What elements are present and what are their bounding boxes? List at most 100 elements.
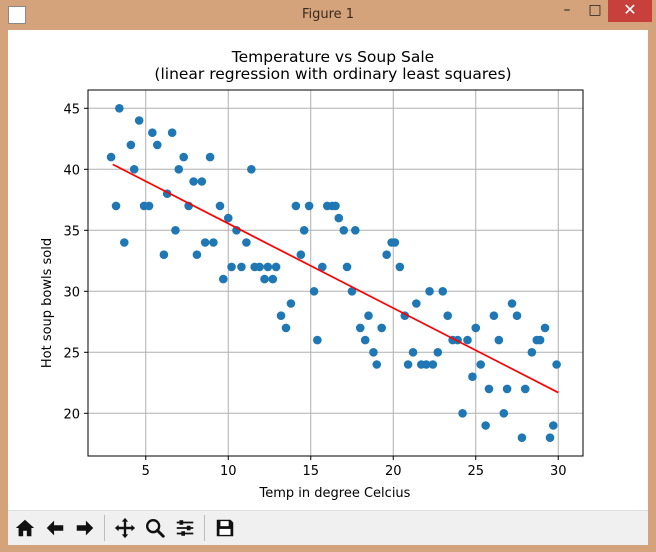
- data-point: [291, 201, 301, 211]
- x-tick-label: 25: [467, 464, 484, 479]
- x-tick-label: 5: [142, 464, 150, 479]
- data-point: [309, 287, 319, 296]
- x-tick-label: 10: [220, 464, 237, 479]
- chart: Temperature vs Soup Sale (linear regress…: [40, 48, 584, 501]
- x-tick-label: 30: [550, 464, 567, 479]
- data-point: [369, 348, 378, 357]
- data-point: [360, 335, 370, 345]
- data-point: [403, 360, 413, 369]
- data-point: [276, 311, 286, 321]
- subplots-icon: [176, 520, 194, 536]
- data-point: [189, 177, 198, 186]
- data-point: [281, 323, 291, 333]
- data-point: [197, 177, 207, 186]
- data-point: [347, 287, 357, 296]
- data-point: [408, 348, 418, 357]
- back-arrow-icon: [46, 520, 64, 536]
- figure-canvas: Temperature vs Soup Sale (linear regress…: [8, 30, 648, 545]
- data-point: [304, 201, 314, 211]
- data-point: [148, 128, 157, 137]
- data-point: [271, 262, 281, 272]
- save-button[interactable]: [211, 514, 239, 542]
- data-point: [507, 299, 517, 308]
- axis-ticks: 5 10 15 20 25 30 20 25 30 35 40 45: [63, 102, 566, 479]
- data-point: [412, 299, 421, 308]
- x-tick-label: 15: [302, 464, 319, 479]
- data-point: [209, 238, 218, 247]
- data-point: [463, 335, 472, 345]
- data-point: [318, 262, 327, 272]
- axes-frame: [87, 89, 584, 457]
- data-point: [260, 274, 269, 284]
- data-point: [144, 201, 154, 211]
- data-point: [134, 116, 144, 125]
- data-point: [471, 323, 481, 333]
- data-point: [179, 152, 188, 162]
- data-point: [527, 348, 537, 357]
- data-point: [468, 372, 477, 382]
- data-point: [205, 152, 215, 162]
- data-point: [395, 262, 405, 272]
- y-tick-label: 25: [63, 346, 80, 361]
- maximize-button[interactable]: □: [588, 2, 602, 18]
- data-point: [106, 152, 116, 162]
- data-point: [355, 323, 365, 333]
- y-tick-label: 20: [63, 407, 80, 422]
- data-point: [299, 226, 309, 235]
- data-point: [476, 360, 486, 369]
- pan-button[interactable]: [111, 514, 139, 542]
- data-point: [489, 311, 499, 321]
- forward-arrow-icon: [76, 520, 94, 536]
- toolbar-separator: [104, 515, 105, 541]
- data-point: [540, 323, 550, 333]
- data-point: [227, 262, 236, 272]
- data-point: [237, 262, 246, 272]
- data-point: [377, 323, 387, 333]
- data-point: [159, 250, 169, 259]
- data-point: [215, 201, 225, 211]
- chart-title: Temperature vs Soup Sale: [231, 48, 434, 66]
- minimize-button[interactable]: –: [563, 2, 571, 18]
- data-point: [153, 140, 162, 150]
- close-button[interactable]: ✕: [608, 0, 652, 22]
- data-point: [421, 360, 431, 369]
- data-point: [481, 421, 490, 430]
- data-point: [255, 262, 264, 272]
- y-tick-label: 40: [63, 163, 80, 178]
- data-point: [286, 299, 296, 308]
- data-point: [425, 287, 434, 296]
- pan-icon: [114, 517, 136, 539]
- zoom-button[interactable]: [141, 514, 169, 542]
- data-point: [115, 104, 124, 113]
- data-point: [296, 250, 306, 259]
- x-tick-label: 20: [385, 464, 402, 479]
- app-icon: [8, 6, 26, 24]
- data-point: [171, 226, 180, 235]
- window-titlebar[interactable]: Figure 1 – □ ✕: [0, 0, 656, 30]
- data-point: [126, 140, 136, 150]
- data-point: [192, 250, 202, 259]
- home-icon: [15, 519, 35, 537]
- subplots-button[interactable]: [171, 514, 199, 542]
- data-point: [494, 335, 504, 345]
- data-point: [223, 213, 233, 223]
- home-button[interactable]: [11, 514, 39, 542]
- toolbar-separator: [204, 515, 205, 541]
- data-point: [520, 384, 530, 394]
- regression-line: [112, 163, 559, 394]
- data-point: [129, 165, 139, 174]
- data-point: [438, 287, 448, 296]
- data-point: [549, 421, 558, 430]
- data-point: [382, 250, 391, 259]
- data-point: [364, 311, 373, 321]
- data-point: [219, 274, 228, 284]
- data-point: [313, 335, 322, 345]
- save-icon: [216, 519, 234, 537]
- back-button[interactable]: [41, 514, 69, 542]
- window-title: Figure 1: [301, 7, 355, 22]
- y-tick-label: 30: [63, 285, 80, 300]
- data-point: [443, 311, 453, 321]
- y-tick-label: 45: [63, 102, 80, 117]
- forward-button[interactable]: [71, 514, 99, 542]
- data-point: [242, 238, 251, 247]
